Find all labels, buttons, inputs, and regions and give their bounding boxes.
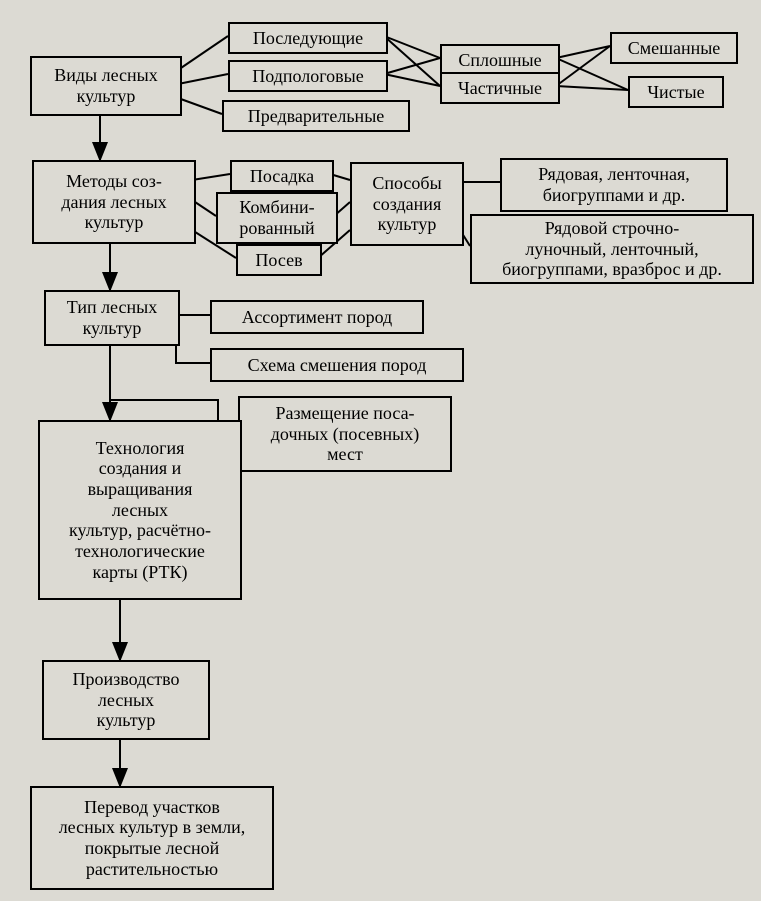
node-label-posev: Посев <box>255 250 302 271</box>
node-label-schema: Схема смешения пород <box>248 355 427 376</box>
node-predv: Предварительные <box>222 100 410 132</box>
node-label-metody: Методы соз- дания лесных культур <box>61 171 166 233</box>
node-label-chist: Чистые <box>647 82 704 103</box>
node-assort: Ассортимент пород <box>210 300 424 334</box>
node-label-posadka: Посадка <box>250 166 314 187</box>
node-label-tech: Технология создания и выращивания лесных… <box>69 438 211 583</box>
node-vidy: Виды лесных культур <box>30 56 182 116</box>
node-label-tip: Тип лесных культур <box>67 297 157 338</box>
node-ryad2: Рядовой строчно- луночный, ленточный, би… <box>470 214 754 284</box>
node-label-predv: Предварительные <box>248 106 385 127</box>
node-metody: Методы соз- дания лесных культур <box>32 160 196 244</box>
node-label-smesh: Смешанные <box>628 38 721 59</box>
node-posev: Посев <box>236 244 322 276</box>
node-posadka: Посадка <box>230 160 334 192</box>
node-label-proizv: Производство лесных культур <box>73 669 180 731</box>
node-label-perevod: Перевод участков лесных культур в земли,… <box>59 797 246 880</box>
node-smesh: Смешанные <box>610 32 738 64</box>
node-proizv: Производство лесных культур <box>42 660 210 740</box>
node-label-razm: Размещение поса- дочных (посевных) мест <box>271 403 419 465</box>
node-chist: Чистые <box>628 76 724 108</box>
node-posl: Последующие <box>228 22 388 54</box>
node-tip: Тип лесных культур <box>44 290 180 346</box>
node-label-vidy: Виды лесных культур <box>54 65 158 106</box>
node-label-ryad: Рядовая, ленточная, биогруппами и др. <box>538 164 690 205</box>
node-label-posl: Последующие <box>253 28 363 49</box>
node-razm: Размещение поса- дочных (посевных) мест <box>238 396 452 472</box>
node-label-assort: Ассортимент пород <box>242 307 392 328</box>
node-ryad: Рядовая, ленточная, биогруппами и др. <box>500 158 728 212</box>
node-label-splosh: Сплошные <box>458 50 541 71</box>
node-podp: Подпологовые <box>228 60 388 92</box>
node-label-ryad2: Рядовой строчно- луночный, ленточный, би… <box>502 218 722 280</box>
node-schema: Схема смешения пород <box>210 348 464 382</box>
node-label-podp: Подпологовые <box>252 66 364 87</box>
node-label-kombi: Комбини- рованный <box>239 197 314 238</box>
node-tech: Технология создания и выращивания лесных… <box>38 420 242 600</box>
node-label-chast: Частичные <box>458 78 542 99</box>
node-sposoby: Способы создания культур <box>350 162 464 246</box>
node-perevod: Перевод участков лесных культур в земли,… <box>30 786 274 890</box>
node-label-sposoby: Способы создания культур <box>372 173 441 235</box>
node-chast: Частичные <box>440 72 560 104</box>
node-kombi: Комбини- рованный <box>216 192 338 244</box>
